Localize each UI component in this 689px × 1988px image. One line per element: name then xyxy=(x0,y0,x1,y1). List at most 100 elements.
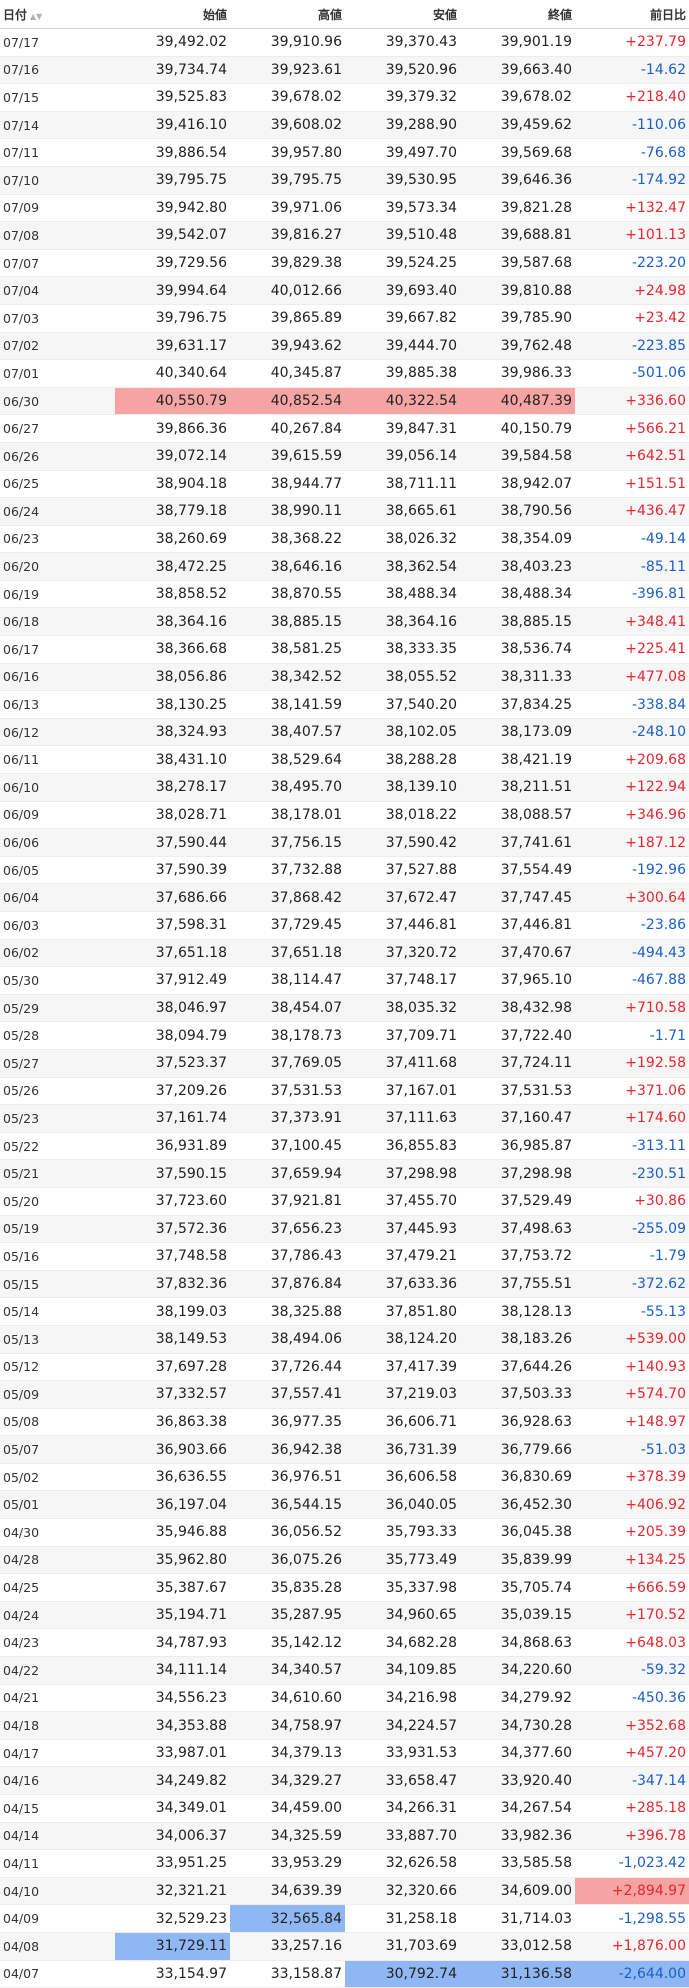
date-cell: 06/09 xyxy=(0,801,115,830)
table-row: 05/09 37,332.57 37,557.41 37,219.03 37,503.3… xyxy=(0,1380,689,1409)
high-cell: 40,852.54 xyxy=(230,387,345,416)
low-column-header[interactable]: 安値 xyxy=(345,0,460,29)
open-cell: 39,942.80 xyxy=(115,194,230,223)
close-cell: 37,834.25 xyxy=(460,690,575,719)
open-cell: 32,529.23 xyxy=(115,1904,230,1933)
date-cell: 04/08 xyxy=(0,1932,115,1961)
close-cell: 38,421.19 xyxy=(460,745,575,775)
high-cell: 39,865.89 xyxy=(230,304,345,333)
low-cell: 39,056.14 xyxy=(345,442,460,471)
table-row: 06/24 38,779.18 38,990.11 38,665.61 38,790.5… xyxy=(0,497,689,526)
low-cell: 38,333.35 xyxy=(345,635,460,664)
high-cell: 35,835.28 xyxy=(230,1573,345,1602)
change-cell: +457.20 xyxy=(575,1739,689,1768)
open-cell: 38,858.52 xyxy=(115,580,230,609)
low-cell: 37,633.36 xyxy=(345,1270,460,1299)
low-cell: 37,748.17 xyxy=(345,966,460,995)
close-cell: 33,982.36 xyxy=(460,1822,575,1851)
open-cell: 36,197.04 xyxy=(115,1490,230,1520)
open-cell: 33,987.01 xyxy=(115,1739,230,1768)
low-cell: 36,855.83 xyxy=(345,1132,460,1161)
high-cell: 40,345.87 xyxy=(230,359,345,388)
high-column-header[interactable]: 高値 xyxy=(230,0,345,29)
close-cell: 38,311.33 xyxy=(460,663,575,692)
close-cell: 39,785.90 xyxy=(460,304,575,333)
close-cell: 34,609.00 xyxy=(460,1877,575,1906)
date-cell: 04/28 xyxy=(0,1546,115,1575)
change-cell: +30.86 xyxy=(575,1187,689,1216)
low-cell: 31,258.18 xyxy=(345,1904,460,1933)
date-cell: 05/30 xyxy=(0,966,115,995)
close-cell: 37,741.61 xyxy=(460,828,575,857)
low-cell: 38,665.61 xyxy=(345,497,460,526)
change-column-header[interactable]: 前日比 xyxy=(575,0,689,29)
date-cell: 04/24 xyxy=(0,1601,115,1630)
table-row: 07/08 39,542.07 39,816.27 39,510.48 39,688.8… xyxy=(0,221,689,250)
open-cell: 37,161.74 xyxy=(115,1104,230,1133)
low-cell: 37,527.88 xyxy=(345,856,460,885)
change-cell: +132.47 xyxy=(575,194,689,223)
table-row: 06/25 38,904.18 38,944.77 38,711.11 38,942.0… xyxy=(0,470,689,499)
close-cell: 36,045.38 xyxy=(460,1518,575,1547)
open-cell: 37,332.57 xyxy=(115,1380,230,1409)
change-cell: -55.13 xyxy=(575,1297,689,1326)
open-cell: 40,340.64 xyxy=(115,359,230,388)
low-cell: 37,540.20 xyxy=(345,690,460,719)
low-cell: 32,626.58 xyxy=(345,1849,460,1878)
date-cell: 05/23 xyxy=(0,1104,115,1133)
date-cell: 04/16 xyxy=(0,1766,115,1795)
date-cell: 07/11 xyxy=(0,138,115,167)
date-cell: 06/17 xyxy=(0,635,115,664)
date-cell: 04/07 xyxy=(0,1960,115,1988)
close-cell: 40,150.79 xyxy=(460,414,575,443)
low-cell: 38,124.20 xyxy=(345,1325,460,1354)
open-cell: 37,523.37 xyxy=(115,1049,230,1078)
sort-arrows-icon[interactable]: ▲▼ xyxy=(30,11,43,21)
table-row: 05/20 37,723.60 37,921.81 37,455.70 37,529.4… xyxy=(0,1187,689,1216)
close-column-header[interactable]: 終値 xyxy=(460,0,575,29)
high-cell: 35,287.95 xyxy=(230,1601,345,1630)
date-cell: 07/15 xyxy=(0,83,115,112)
low-cell: 37,445.93 xyxy=(345,1215,460,1244)
table-row: 04/07 33,154.97 33,158.87 30,792.74 31,136.5… xyxy=(0,1960,689,1988)
close-cell: 39,901.19 xyxy=(460,28,575,57)
change-cell: -192.96 xyxy=(575,856,689,885)
high-cell: 39,971.06 xyxy=(230,194,345,223)
table-row: 07/16 39,734.74 39,923.61 39,520.96 39,663.4… xyxy=(0,56,689,85)
close-cell: 37,446.81 xyxy=(460,911,575,940)
open-cell: 38,779.18 xyxy=(115,497,230,526)
change-cell: +566.21 xyxy=(575,414,689,443)
high-cell: 38,178.73 xyxy=(230,1021,345,1050)
change-cell: -223.20 xyxy=(575,249,689,278)
high-cell: 34,459.00 xyxy=(230,1794,345,1823)
date-cell: 07/01 xyxy=(0,359,115,388)
high-cell: 39,615.59 xyxy=(230,442,345,471)
change-cell: +2,894.97 xyxy=(575,1877,689,1906)
change-cell: -255.09 xyxy=(575,1215,689,1244)
high-cell: 40,267.84 xyxy=(230,414,345,443)
date-column-header[interactable]: 日付 ▲▼ xyxy=(0,0,115,29)
low-cell: 37,672.47 xyxy=(345,883,460,912)
table-row: 06/26 39,072.14 39,615.59 39,056.14 39,584.5… xyxy=(0,442,689,471)
table-row: 07/02 39,631.17 39,943.62 39,444.70 39,762.4… xyxy=(0,332,689,361)
close-cell: 37,724.11 xyxy=(460,1049,575,1078)
open-cell: 38,028.71 xyxy=(115,801,230,830)
table-row: 04/15 34,349.01 34,459.00 34,266.31 34,267.5… xyxy=(0,1794,689,1823)
close-cell: 37,753.72 xyxy=(460,1242,575,1271)
table-row: 07/03 39,796.75 39,865.89 39,667.82 39,785.9… xyxy=(0,304,689,333)
close-cell: 39,663.40 xyxy=(460,56,575,85)
low-cell: 37,417.39 xyxy=(345,1353,460,1382)
high-cell: 38,870.55 xyxy=(230,580,345,609)
low-cell: 38,364.16 xyxy=(345,607,460,637)
table-row: 04/11 33,951.25 33,953.29 32,626.58 33,585.5… xyxy=(0,1849,689,1878)
close-cell: 34,279.92 xyxy=(460,1684,575,1713)
table-row: 06/03 37,598.31 37,729.45 37,446.81 37,446.8… xyxy=(0,911,689,940)
open-column-header[interactable]: 始値 xyxy=(115,0,230,29)
low-cell: 33,658.47 xyxy=(345,1766,460,1795)
table-row: 04/23 34,787.93 35,142.12 34,682.28 34,868.6… xyxy=(0,1628,689,1658)
close-cell: 37,531.53 xyxy=(460,1077,575,1106)
low-cell: 39,885.38 xyxy=(345,359,460,388)
high-cell: 37,769.05 xyxy=(230,1049,345,1078)
open-cell: 34,249.82 xyxy=(115,1766,230,1795)
change-cell: -396.81 xyxy=(575,580,689,609)
